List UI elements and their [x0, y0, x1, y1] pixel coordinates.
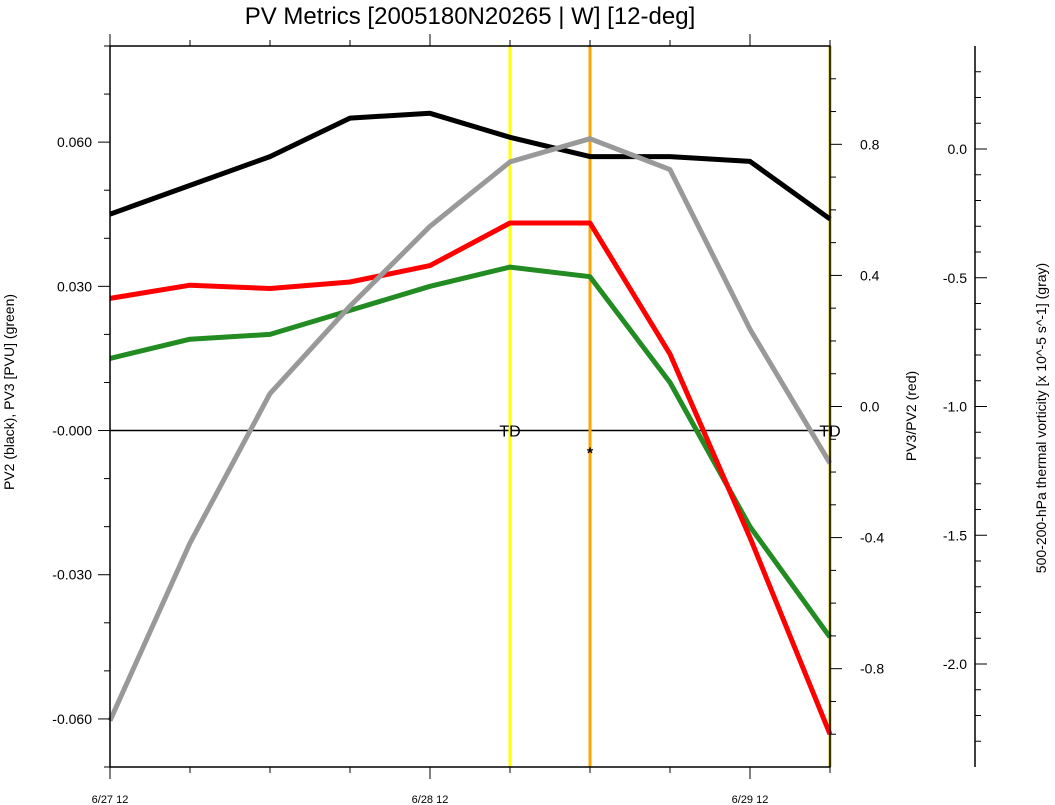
right-axis-tick-label: 0.4 — [860, 267, 880, 283]
thermal-vorticity-series-line — [107, 136, 833, 722]
plot-frame — [109, 45, 831, 768]
chart-title: PV Metrics [2005180N20265 | W] [12-deg] — [245, 3, 695, 30]
far-right-axis-tick-label: -2.0 — [943, 656, 967, 672]
right-axis-tick-label: -0.4 — [860, 530, 884, 546]
far-right-axis-tick-label: 0.0 — [948, 141, 968, 157]
x-axis-tick-label: 6/29 12 — [732, 794, 769, 805]
right-axis-tick-label: -0.8 — [860, 661, 884, 677]
right-axis-title: PV3/PV2 (red) — [903, 371, 919, 461]
right-axis-tick-label: 0.0 — [860, 399, 880, 415]
pv2-series-line — [109, 110, 832, 222]
x-axis-tick-label: 6/27 12 — [92, 794, 129, 805]
left-axis-tick-label: -0.000 — [52, 423, 92, 439]
left-axis-tick-label: 0.030 — [57, 278, 92, 294]
pv3-series-line — [109, 264, 833, 639]
td-label: TD — [819, 424, 840, 441]
far-right-axis-tick-label: -1.5 — [943, 527, 967, 543]
td-label: TD — [499, 424, 520, 441]
far-right-axis-tick-label: -0.5 — [943, 270, 967, 286]
annotations-layer: TD * TD — [499, 424, 840, 463]
pv-ratio-series-line — [109, 220, 833, 736]
left-axis-tick-label: 0.060 — [57, 134, 92, 150]
series-layer — [107, 110, 833, 736]
reference-lines-layer — [110, 46, 832, 767]
left-axis-tick-label: -0.030 — [52, 567, 92, 583]
plot-frame-layer — [109, 45, 831, 768]
left-axis-tick-label: -0.060 — [52, 711, 92, 727]
far-right-axis-title: 500-200-hPa thermal vorticity [x 10^-5 s… — [1033, 263, 1049, 573]
axes-layer: 0.060 0.030 -0.000 -0.030 -0.060 0.8 0.4 0.0 -0.… — [52, 34, 987, 805]
storm-marker: * — [587, 446, 594, 463]
right-axis-tick-label: 0.8 — [860, 136, 880, 152]
x-axis-tick-label: 6/28 12 — [412, 794, 449, 805]
far-right-axis-tick-label: -1.0 — [943, 399, 967, 415]
left-axis-title: PV2 (black), PV3 [PVU] (green) — [1, 294, 17, 490]
